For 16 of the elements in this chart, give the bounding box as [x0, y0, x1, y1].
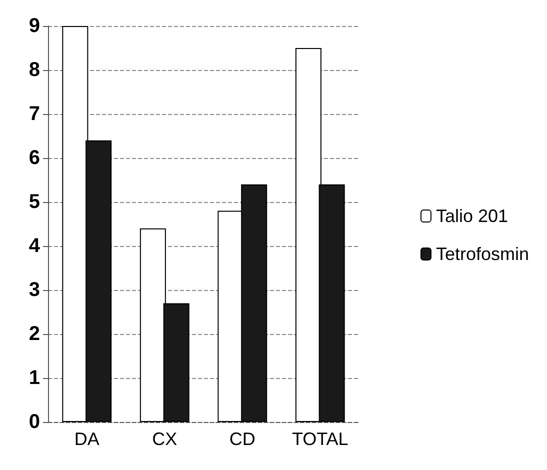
legend-label: Tetrofosmin — [436, 244, 530, 264]
y-tick-label: 9 — [28, 15, 40, 37]
x-tick-label: CD — [229, 429, 256, 449]
y-tick-label: 8 — [28, 59, 40, 81]
x-tick-label: DA — [74, 429, 100, 449]
y-tick-label: 3 — [28, 279, 40, 301]
y-tick-label: 4 — [28, 235, 41, 257]
y-tick-label: 0 — [28, 411, 40, 433]
y-tick-label: 1 — [28, 367, 40, 389]
x-tick-label: CX — [152, 429, 178, 449]
legend-label: Talio 201 — [436, 206, 508, 226]
y-tick-label: 6 — [28, 147, 40, 169]
y-tick-label: 7 — [28, 103, 40, 125]
y-tick-label: 2 — [28, 323, 40, 345]
x-tick-label: TOTAL — [292, 429, 348, 449]
y-tick-label: 5 — [28, 191, 40, 213]
